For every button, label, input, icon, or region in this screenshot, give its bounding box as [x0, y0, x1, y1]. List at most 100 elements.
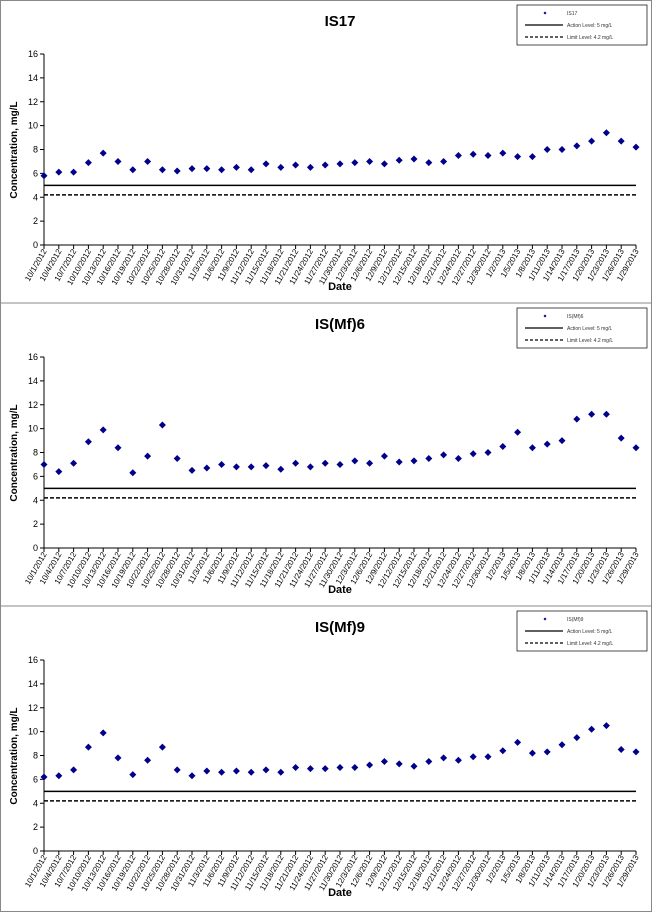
data-point	[158, 743, 166, 751]
data-point	[499, 747, 507, 755]
data-point	[173, 167, 181, 175]
data-point	[499, 149, 507, 157]
y-tick-label: 14	[28, 679, 38, 689]
data-point	[410, 762, 418, 770]
data-point	[617, 434, 625, 442]
data-point	[173, 766, 181, 774]
data-point	[617, 746, 625, 754]
data-point	[40, 172, 48, 180]
data-point	[366, 761, 374, 769]
data-point	[218, 166, 226, 174]
data-point	[99, 149, 107, 157]
y-tick-label: 0	[33, 543, 38, 553]
data-point	[129, 166, 137, 174]
chart-title: IS(Mf)9	[315, 619, 365, 636]
data-point	[158, 421, 166, 429]
data-point	[144, 756, 152, 764]
data-point	[484, 151, 492, 159]
data-point	[425, 757, 433, 765]
data-point	[632, 748, 640, 756]
y-tick-label: 14	[28, 73, 38, 83]
data-point	[321, 459, 329, 467]
data-point	[543, 748, 551, 756]
y-tick-label: 10	[28, 727, 38, 737]
data-point	[70, 459, 78, 467]
data-point	[528, 444, 536, 452]
data-point	[395, 156, 403, 164]
data-point	[602, 410, 610, 418]
data-point	[588, 410, 596, 418]
data-point	[380, 160, 388, 168]
data-point	[484, 753, 492, 761]
data-point	[292, 459, 300, 467]
data-point	[588, 725, 596, 733]
data-point	[528, 153, 536, 161]
data-point	[55, 772, 63, 780]
data-point	[70, 766, 78, 774]
data-point	[173, 454, 181, 462]
data-point	[84, 159, 92, 167]
data-point	[292, 161, 300, 169]
y-tick-label: 4	[33, 192, 38, 202]
data-point	[40, 460, 48, 468]
data-point	[203, 165, 211, 173]
data-point	[558, 146, 566, 153]
data-point	[514, 428, 522, 436]
y-tick-label: 12	[28, 703, 38, 713]
data-point	[114, 754, 122, 762]
data-point	[306, 163, 314, 171]
y-tick-label: 10	[28, 121, 38, 131]
data-point	[232, 163, 240, 171]
data-point	[588, 137, 596, 145]
y-axis-label: Concentration, mg/L	[9, 707, 20, 804]
y-tick-label: 4	[33, 495, 38, 505]
data-point	[277, 163, 285, 171]
data-point	[158, 166, 166, 174]
data-point	[573, 415, 581, 423]
data-point	[55, 168, 63, 176]
data-point	[292, 763, 300, 771]
data-point	[114, 444, 122, 452]
data-point	[306, 765, 314, 773]
data-point	[336, 160, 344, 168]
data-point	[40, 773, 48, 781]
x-axis-label: Date	[328, 887, 352, 899]
data-point	[262, 462, 270, 470]
data-point	[440, 451, 448, 459]
data-point	[262, 766, 270, 774]
y-tick-label: 8	[33, 448, 38, 458]
data-point	[454, 454, 462, 462]
data-point	[277, 465, 285, 473]
data-point	[632, 143, 640, 151]
y-tick-label: 0	[33, 240, 38, 250]
legend-label: Limit Level: 4.2 mg/L	[567, 35, 613, 41]
x-axis-label: Date	[328, 584, 352, 596]
legend-label: Action Level: 5 mg/L	[567, 23, 613, 29]
y-tick-label: 6	[33, 471, 38, 481]
data-point	[528, 749, 536, 757]
data-point	[395, 458, 403, 466]
data-point	[484, 449, 492, 456]
data-point	[558, 437, 566, 445]
legend-label: Action Level: 5 mg/L	[567, 326, 613, 332]
y-tick-label: 12	[28, 97, 38, 107]
data-point	[321, 765, 329, 773]
data-point	[144, 157, 152, 165]
data-point	[395, 760, 403, 768]
data-point	[321, 161, 329, 169]
y-tick-label: 4	[33, 798, 38, 808]
legend-label: Action Level: 5 mg/L	[567, 629, 613, 635]
chart-title: IS(Mf)6	[315, 316, 365, 333]
data-point	[247, 768, 255, 776]
data-point	[114, 157, 122, 165]
y-tick-label: 8	[33, 145, 38, 155]
data-point	[277, 768, 285, 776]
data-point	[602, 129, 610, 137]
data-point	[410, 155, 418, 163]
y-tick-label: 6	[33, 774, 38, 784]
legend-marker	[543, 617, 547, 621]
data-point	[366, 459, 374, 467]
y-axis-label: Concentration, mg/L	[9, 404, 20, 501]
